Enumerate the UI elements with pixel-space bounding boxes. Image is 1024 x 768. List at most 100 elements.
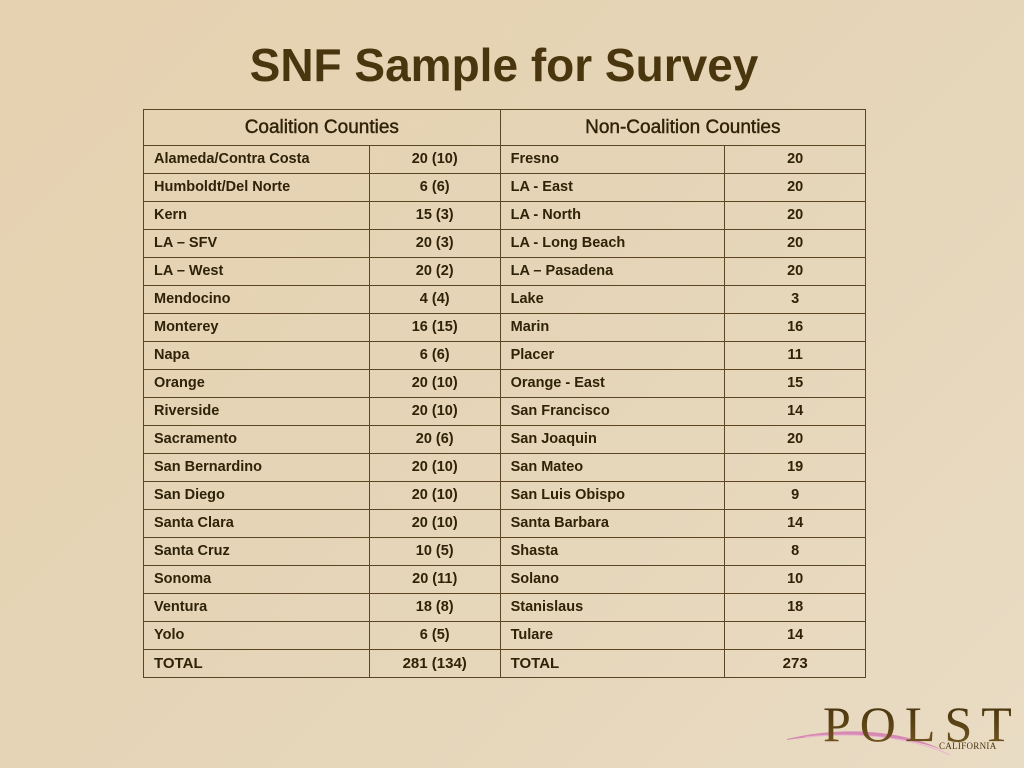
non-coalition-sample-cell: 14 [724,509,866,538]
coalition-county-cell: Riverside [143,397,370,426]
coalition-county-cell: San Bernardino [143,453,370,482]
table-row: Ventura 18 (8) Stanislaus 18 [143,593,866,622]
coalition-sample-cell: 6 (6) [368,173,501,202]
table-row: Riverside 20 (10) San Francisco 14 [143,397,866,426]
coalition-county-cell: Kern [143,201,370,230]
table-row: Sacramento 20 (6) San Joaquin 20 [143,425,866,454]
table-row: Kern 15 (3) LA - North 20 [143,201,866,230]
coalition-sample-cell: 20 (11) [368,565,501,594]
non-coalition-county-cell: San Luis Obispo [499,481,726,510]
non-coalition-county-cell: Tulare [499,621,726,650]
header-non-coalition-counties: Non-Coalition Counties [499,109,867,146]
table-row: Orange 20 (10) Orange - East 15 [143,369,866,398]
non-coalition-county-cell: San Mateo [499,453,726,482]
non-coalition-sample-cell: 19 [724,453,866,482]
non-coalition-county-cell: San Francisco [499,397,726,426]
non-coalition-county-cell: Shasta [499,537,726,566]
non-coalition-county-cell: Orange - East [499,369,726,398]
non-coalition-sample-cell: 14 [724,397,866,426]
coalition-county-cell: Monterey [143,313,370,342]
header-coalition-counties: Coalition Counties [143,109,501,146]
coalition-county-cell: Ventura [143,593,370,622]
table-row: Napa 6 (6) Placer 11 [143,341,866,370]
coalition-sample-cell: 20 (10) [368,481,501,510]
non-coalition-county-cell: Stanislaus [499,593,726,622]
non-coalition-sample-cell: 20 [724,229,866,258]
table-row: Santa Clara 20 (10) Santa Barbara 14 [143,509,866,538]
logo-wordmark: POLST [823,696,1021,752]
coalition-county-cell: San Diego [143,481,370,510]
coalition-total-value: 281 (134) [368,649,501,678]
non-coalition-county-cell: Marin [499,313,726,342]
coalition-sample-cell: 20 (6) [368,425,501,454]
non-coalition-county-cell: Fresno [499,145,726,174]
coalition-sample-cell: 18 (8) [368,593,501,622]
logo-subtitle: CALIFORNIA [939,741,997,751]
non-coalition-sample-cell: 11 [724,341,866,370]
coalition-sample-cell: 20 (10) [368,397,501,426]
swoosh-icon [787,731,951,756]
table-row: Santa Cruz 10 (5) Shasta 8 [143,537,866,566]
non-coalition-county-cell: Santa Barbara [499,509,726,538]
coalition-county-cell: Santa Clara [143,509,370,538]
table-body: Alameda/Contra Costa 20 (10) Fresno 20 Humbo… [143,145,866,678]
non-coalition-county-cell: Placer [499,341,726,370]
non-coalition-county-cell: LA - North [499,201,726,230]
table-row: Mendocino 4 (4) Lake 3 [143,285,866,314]
slide-title: SNF Sample for Survey [249,39,759,91]
non-coalition-sample-cell: 3 [724,285,866,314]
table-row: Yolo 6 (5) Tulare 14 [143,621,866,650]
coalition-sample-cell: 20 (10) [368,369,501,398]
coalition-sample-cell: 15 (3) [368,201,501,230]
table-row: Sonoma 20 (11) Solano 10 [143,565,866,594]
table-row: San Diego 20 (10) San Luis Obispo 9 [143,481,866,510]
non-coalition-sample-cell: 20 [724,173,866,202]
non-coalition-county-cell: Lake [499,285,726,314]
coalition-sample-cell: 10 (5) [368,537,501,566]
coalition-county-cell: Mendocino [143,285,370,314]
non-coalition-county-cell: LA – Pasadena [499,257,726,286]
table-row: LA – West 20 (2) LA – Pasadena 20 [143,257,866,286]
non-coalition-county-cell: LA - Long Beach [499,229,726,258]
coalition-county-cell: Orange [143,369,370,398]
non-coalition-sample-cell: 20 [724,201,866,230]
coalition-county-cell: LA – SFV [143,229,370,258]
polst-california-logo: POLST CALIFORNIA [785,695,1012,761]
table-row: San Bernardino 20 (10) San Mateo 19 [143,453,866,482]
coalition-county-cell: Yolo [143,621,370,650]
non-coalition-sample-cell: 9 [724,481,866,510]
non-coalition-sample-cell: 14 [724,621,866,650]
table-row: Monterey 16 (15) Marin 16 [143,313,866,342]
non-coalition-county-cell: San Joaquin [499,425,726,454]
table-header-row: Coalition Counties Non-Coalition Countie… [143,109,867,146]
coalition-sample-cell: 6 (5) [368,621,501,650]
coalition-sample-cell: 20 (2) [368,257,501,286]
coalition-sample-cell: 20 (10) [368,509,501,538]
coalition-county-cell: Sacramento [143,425,370,454]
coalition-county-cell: Sonoma [143,565,370,594]
non-coalition-sample-cell: 20 [724,257,866,286]
coalition-sample-cell: 16 (15) [368,313,501,342]
coalition-sample-cell: 4 (4) [368,285,501,314]
non-coalition-sample-cell: 8 [724,537,866,566]
coalition-sample-cell: 20 (10) [368,453,501,482]
coalition-county-cell: Alameda/Contra Costa [143,145,370,174]
coalition-total-label: TOTAL [143,649,370,678]
coalition-county-cell: Napa [143,341,370,370]
non-coalition-sample-cell: 18 [724,593,866,622]
non-coalition-sample-cell: 10 [724,565,866,594]
non-coalition-total-value: 273 [724,649,866,678]
coalition-county-cell: Humboldt/Del Norte [143,173,370,202]
table-row: LA – SFV 20 (3) LA - Long Beach 20 [143,229,866,258]
non-coalition-total-label: TOTAL [499,649,726,678]
table-row: Humboldt/Del Norte 6 (6) LA - East 20 [143,173,866,202]
non-coalition-sample-cell: 20 [724,425,866,454]
non-coalition-sample-cell: 15 [724,369,866,398]
non-coalition-county-cell: Solano [499,565,726,594]
snf-sample-table: Coalition Counties Non-Coalition Countie… [143,109,867,678]
total-row: TOTAL 281 (134) TOTAL 273 [143,649,866,678]
coalition-sample-cell: 20 (3) [368,229,501,258]
non-coalition-sample-cell: 20 [724,145,866,174]
coalition-sample-cell: 6 (6) [368,341,501,370]
coalition-county-cell: Santa Cruz [143,537,370,566]
